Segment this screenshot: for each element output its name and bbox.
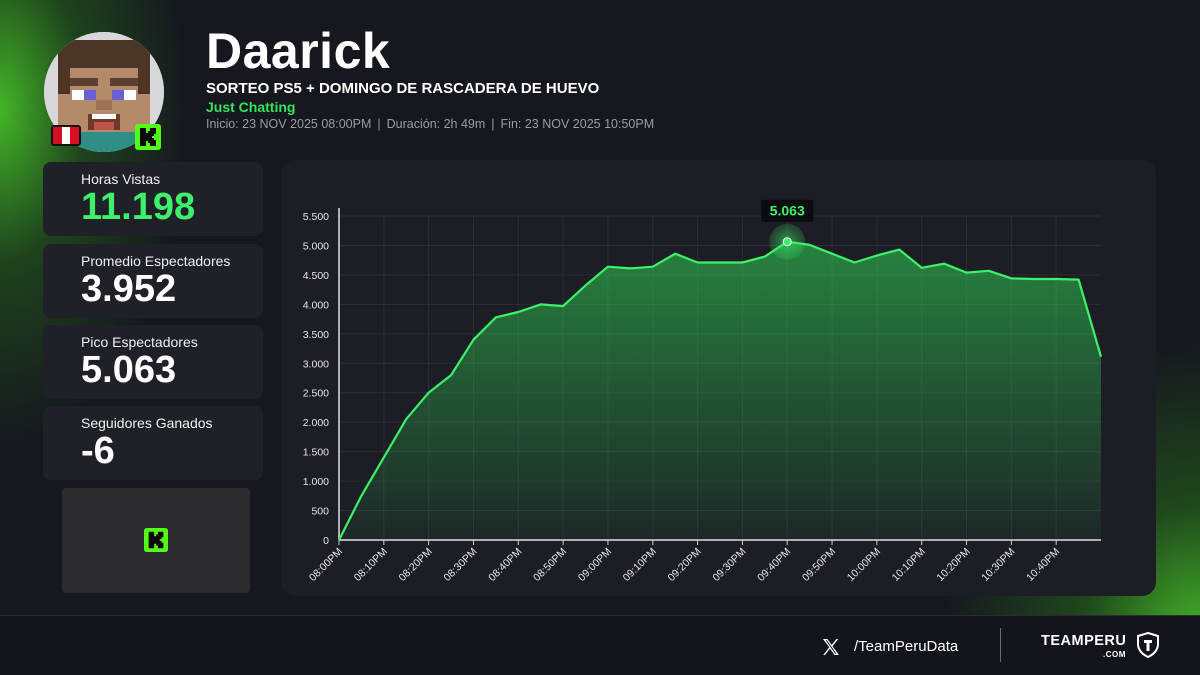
footer: /TeamPeruData TEAMPERU .COM: [0, 615, 1200, 675]
x-tick-label: 10:10PM: [890, 546, 928, 584]
y-tick-label: 0: [323, 535, 329, 547]
x-tick-label: 08:40PM: [486, 546, 524, 584]
peak-label-box: [761, 199, 814, 222]
meta-separator: |: [491, 117, 495, 131]
x-tick-label: 10:00PM: [845, 546, 883, 584]
stat-label: Promedio Espectadores: [81, 253, 231, 269]
x-tick-label: 09:50PM: [800, 546, 838, 584]
duration: Duración: 2h 49m: [386, 117, 486, 131]
peak-point: [782, 237, 792, 247]
footer-divider: [1000, 628, 1001, 662]
y-tick-label: 3.500: [303, 329, 329, 341]
stat-value: 11.198: [81, 186, 196, 228]
end-time: Fin: 23 NOV 2025 10:50PM: [500, 117, 655, 131]
viewers-area: [339, 241, 1101, 540]
x-tick-label: 08:10PM: [352, 546, 390, 584]
x-logo-icon[interactable]: [821, 637, 841, 657]
x-tick-label: 09:40PM: [755, 546, 793, 584]
kick-logo-icon: [144, 528, 168, 552]
x-tick-label: 08:00PM: [307, 546, 345, 584]
peak-label: 5.063: [770, 203, 805, 219]
y-tick-label: 4.500: [303, 270, 329, 282]
x-tick-label: 08:50PM: [531, 546, 569, 584]
y-tick-label: 500: [311, 506, 329, 518]
y-tick-label: 5.500: [303, 211, 329, 223]
streamer-name: Daarick: [206, 23, 391, 79]
x-tick-label: 10:20PM: [934, 546, 972, 584]
y-tick-label: 1.500: [303, 447, 329, 459]
start-time: Inicio: 23 NOV 2025 08:00PM: [206, 117, 372, 131]
stat-label: Seguidores Ganados: [81, 415, 213, 431]
peru-flag-icon: [51, 125, 81, 146]
streamer-avatar: [44, 32, 164, 152]
x-tick-label: 09:20PM: [666, 546, 704, 584]
stat-card-hours-watched: Horas Vistas 11.198: [43, 162, 263, 236]
stat-value: -6: [81, 430, 115, 472]
stat-value: 5.063: [81, 349, 177, 391]
y-tick-label: 2.500: [303, 388, 329, 400]
stat-card-average-viewers: Promedio Espectadores 3.952: [43, 244, 263, 318]
y-tick-label: 4.000: [303, 299, 329, 311]
x-tick-label: 09:10PM: [621, 546, 659, 584]
header: Daarick SORTEO PS5 + DOMINGO DE RASCADER…: [0, 0, 1200, 160]
viewers-line: [338, 240, 1103, 541]
stat-value: 3.952: [81, 268, 177, 310]
stream-title: SORTEO PS5 + DOMINGO DE RASCADERA DE HUE…: [206, 80, 600, 97]
x-tick-label: 10:30PM: [979, 546, 1017, 584]
x-tick-label: 08:20PM: [397, 546, 435, 584]
x-tick-label: 08:30PM: [441, 546, 479, 584]
stat-card-followers-gained: Seguidores Ganados -6: [43, 406, 263, 480]
stat-label: Pico Espectadores: [81, 334, 198, 350]
shield-icon: [1137, 631, 1159, 659]
y-tick-label: 5.000: [303, 240, 329, 252]
y-tick-label: 3.000: [303, 358, 329, 370]
x-tick-label: 09:30PM: [710, 546, 748, 584]
brand-domain: .COM: [1103, 650, 1126, 659]
kick-logo-icon: [135, 124, 161, 150]
x-tick-label: 09:00PM: [576, 546, 614, 584]
y-tick-label: 2.000: [303, 417, 329, 429]
meta-separator: |: [377, 117, 381, 131]
avatar-pixel-icon: [44, 32, 164, 152]
brand-logo: TEAMPERU: [1041, 633, 1127, 649]
x-tick-label: 10:40PM: [1024, 546, 1062, 584]
stat-card-peak-viewers: Pico Espectadores 5.063: [43, 325, 263, 399]
y-tick-label: 1.000: [303, 476, 329, 488]
viewers-chart: 0 500 1.000 1.500 2.000 2.500 3.000 3.500 4.000 4…: [303, 199, 1103, 584]
viewers-chart-panel: 0 500 1.000 1.500 2.000 2.500 3.000 3.500 4.000 4…: [281, 160, 1156, 596]
stream-category: Just Chatting: [206, 99, 296, 115]
stat-label: Horas Vistas: [81, 171, 161, 187]
stream-meta: Inicio: 23 NOV 2025 08:00PM | Duración: 2h…: [206, 117, 654, 131]
social-handle-link[interactable]: /TeamPeruData: [854, 638, 959, 655]
platform-panel: [62, 488, 250, 593]
